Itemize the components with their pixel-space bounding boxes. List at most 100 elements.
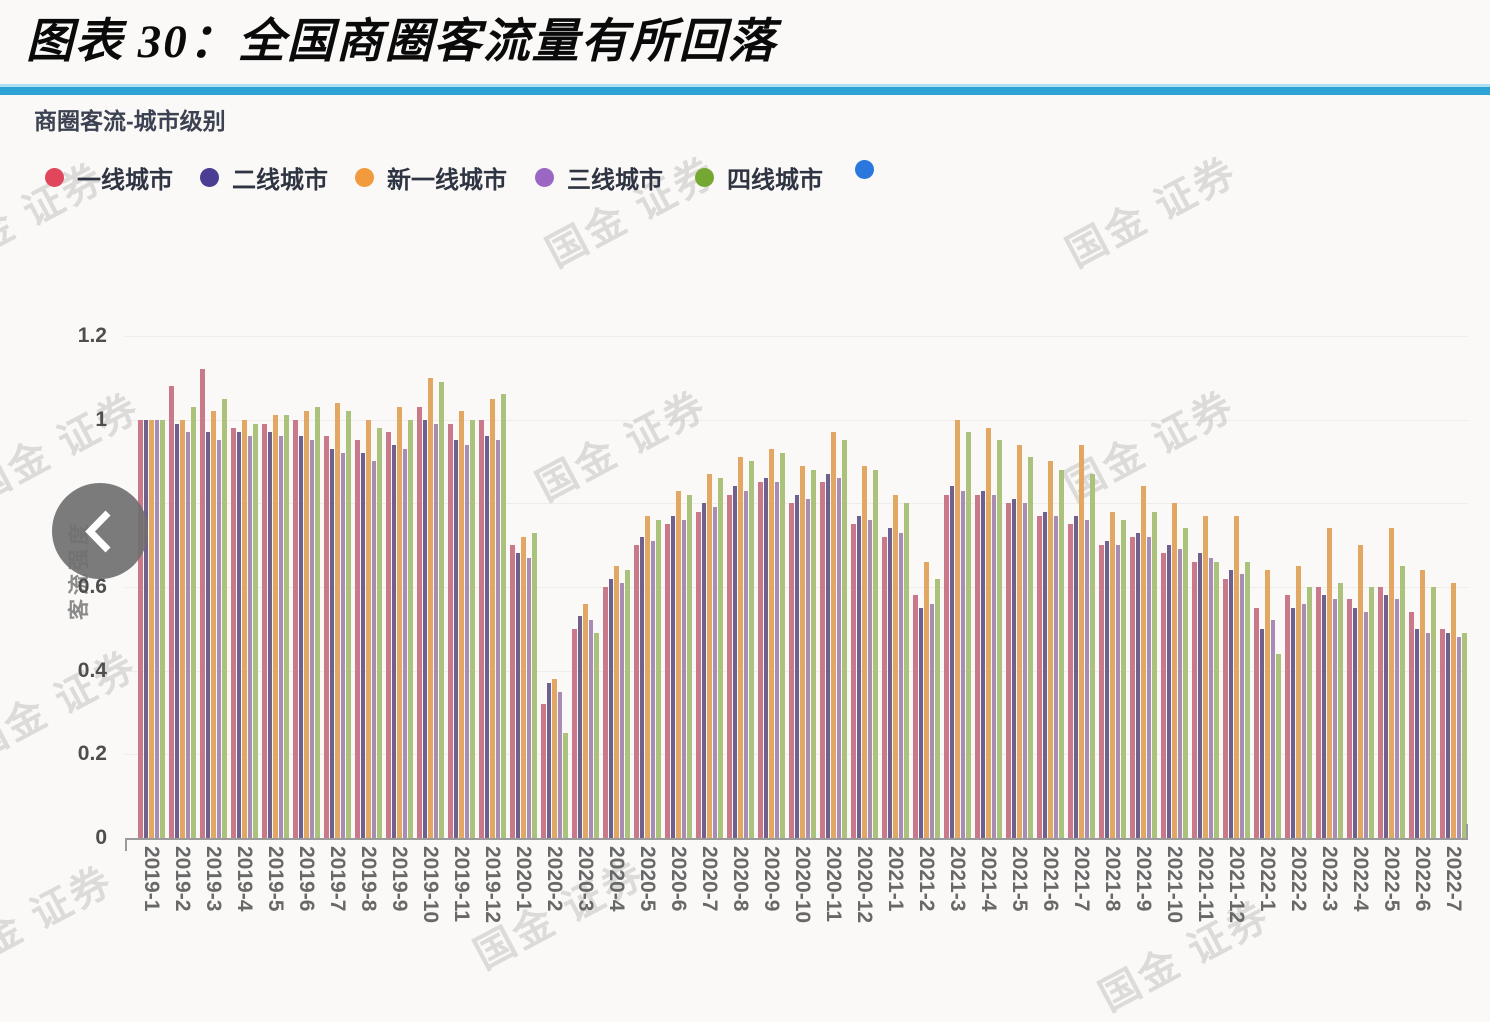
bar-三线城市-2020-3 [588,620,594,838]
bar-新一线城市-2022-4 [1358,545,1363,838]
bar-一线城市-2020-6 [665,524,670,838]
bar-group-2020-10 [789,465,816,838]
x-tick-label-2020-4: 2020-4 [605,846,629,912]
x-tick-label-2022-4: 2022-4 [1349,846,1373,912]
bar-group-2021-4 [975,427,1002,838]
legend-dot-icon [200,168,219,187]
bar-一线城市-2022-6 [1409,612,1414,838]
legend-item-四线城市[interactable]: 四线城市 [695,160,823,195]
x-tick-label-2021-10: 2021-10 [1163,846,1187,924]
bar-四线城市-2022-1 [1276,653,1281,838]
bar-四线城市-2021-1 [904,503,909,838]
bar-一线城市-2020-5 [634,545,639,838]
x-tick-label-2021-5: 2021-5 [1008,846,1032,912]
bar-二线城市-2020-7 [701,503,707,838]
bar-二线城市-2021-11 [1197,553,1203,838]
bar-四线城市-2020-12 [873,469,878,838]
legend-item-一线城市[interactable]: 一线城市 [45,160,173,195]
bar-一线城市-2020-2 [541,704,546,838]
bar-group-2019-3 [200,369,227,838]
bar-三线城市-2019-7 [340,452,346,838]
legend-item-blue[interactable] [855,160,874,179]
bar-三线城市-2021-1 [898,532,904,838]
bar-一线城市-2020-1 [510,545,515,838]
x-tick-label-2022-1: 2022-1 [1256,846,1280,912]
bar-四线城市-2021-9 [1152,511,1157,838]
bar-二线城市-2019-12 [484,436,490,838]
bar-group-2020-4 [603,565,630,838]
bar-一线城市-2022-7 [1440,628,1445,838]
bar-group-2020-5 [634,515,661,838]
carousel-prev-button[interactable] [52,483,148,579]
bar-三线城市-2019-8 [371,461,377,838]
bar-二线城市-2020-11 [825,473,831,838]
bar-一线城市-2022-1 [1254,607,1259,838]
bar-四线城市-2019-1 [160,419,165,838]
x-tick-label-2020-8: 2020-8 [729,846,753,912]
bar-group-2020-6 [665,490,692,838]
x-axis-line [125,838,1468,840]
x-tick-label-2020-7: 2020-7 [698,846,722,912]
bar-四线城市-2019-2 [191,406,196,838]
gridline [125,335,1468,337]
x-tick-label-2021-12: 2021-12 [1225,846,1249,924]
chevron-left-icon [52,483,148,579]
bar-二线城市-2022-4 [1352,607,1358,838]
bar-二线城市-2021-10 [1166,545,1172,838]
x-tick-label-2019-4: 2019-4 [233,846,257,912]
bar-三线城市-2020-1 [526,557,532,838]
bar-新一线城市-2022-1 [1265,570,1270,838]
bar-四线城市-2020-8 [749,461,754,838]
bar-二线城市-2021-4 [980,490,986,838]
bar-新一线城市-2021-3 [955,419,960,838]
bar-新一线城市-2020-6 [676,490,681,838]
bar-group-2022-3 [1316,528,1343,838]
bar-新一线城市-2021-5 [1017,444,1022,838]
bar-新一线城市-2020-1 [521,536,526,838]
bar-三线城市-2019-3 [216,440,222,838]
bar-二线城市-2020-5 [639,536,645,838]
bar-group-2021-11 [1192,515,1219,838]
legend-label: 四线城市 [727,167,823,194]
bar-四线城市-2020-7 [718,478,723,838]
bar-group-2019-11 [448,411,475,838]
bar-二线城市-2019-10 [422,419,428,838]
bar-三线城市-2021-3 [960,490,966,838]
bar-二线城市-2019-11 [453,440,459,838]
bar-四线城市-2021-4 [997,440,1002,838]
bar-三线城市-2022-5 [1394,599,1400,838]
bar-四线城市-2021-3 [966,432,971,838]
bar-group-2021-6 [1037,461,1064,838]
bar-四线城市-2020-1 [532,532,537,838]
bar-三线城市-2022-4 [1363,612,1369,838]
bar-group-2019-9 [386,406,413,838]
bar-group-2022-5 [1378,528,1405,838]
bar-四线城市-2020-11 [842,440,847,838]
legend-item-三线城市[interactable]: 三线城市 [535,160,663,195]
chart-subtitle: 商圈客流-城市级别 [34,108,226,134]
bar-一线城市-2019-10 [417,406,422,838]
bar-三线城市-2020-6 [681,519,687,838]
bar-三线城市-2019-5 [278,436,284,838]
x-tick-label-2020-10: 2020-10 [791,846,815,924]
legend-item-新一线城市[interactable]: 新一线城市 [355,160,507,195]
bar-一线城市-2021-7 [1068,524,1073,838]
bar-四线城市-2021-12 [1245,561,1250,838]
bar-一线城市-2021-5 [1006,503,1011,838]
bar-group-2020-12 [851,465,878,838]
bar-一线城市-2021-8 [1099,545,1104,838]
bar-三线城市-2020-7 [712,507,718,838]
bar-二线城市-2020-9 [763,478,769,838]
bar-新一线城市-2020-11 [831,432,836,838]
x-tick-label-2020-11: 2020-11 [822,846,846,922]
bar-group-2019-1 [138,419,165,838]
bar-group-2022-4 [1347,545,1374,838]
legend-item-二线城市[interactable]: 二线城市 [200,160,328,195]
bar-二线城市-2022-2 [1290,607,1296,838]
bar-新一线城市-2019-5 [273,415,278,838]
bar-一线城市-2022-2 [1285,595,1290,838]
bar-一线城市-2021-10 [1161,553,1166,838]
x-tick-label-2020-1: 2020-1 [512,846,536,912]
bar-新一线城市-2019-6 [304,411,309,838]
bar-新一线城市-2019-3 [211,411,216,838]
